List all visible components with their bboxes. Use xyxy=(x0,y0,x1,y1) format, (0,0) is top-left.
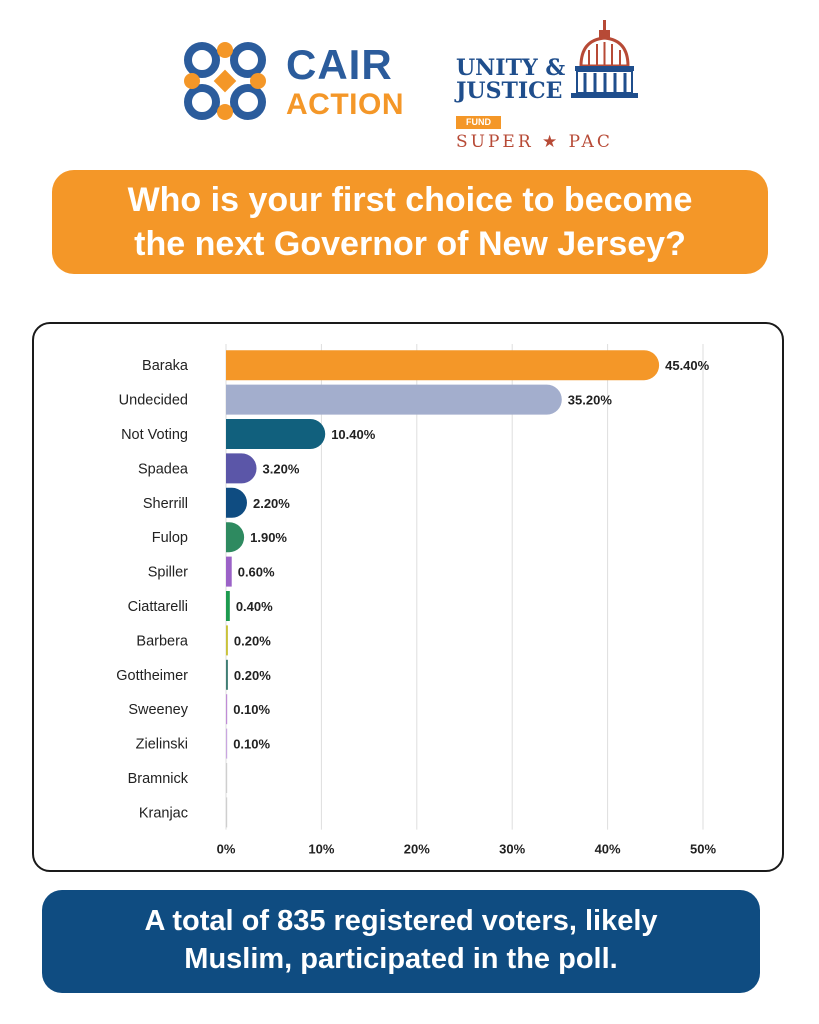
value-label: 0.20% xyxy=(234,668,271,683)
bar xyxy=(226,384,562,415)
logo-banner: CAIR ACTION UNITY & JUSTICE FUND SUPER ★… xyxy=(0,0,819,160)
bar xyxy=(226,694,228,725)
category-label: Spadea xyxy=(138,461,189,477)
bar xyxy=(226,419,326,449)
category-label: Not Voting xyxy=(121,427,188,443)
value-label: 0.20% xyxy=(234,633,271,648)
value-label: 45.40% xyxy=(665,358,710,373)
bar xyxy=(226,350,660,381)
category-label: Fulop xyxy=(152,530,188,546)
poll-question-line1: Who is your first choice to become xyxy=(127,181,693,219)
bar xyxy=(226,797,228,828)
category-label: Sherrill xyxy=(143,496,188,512)
unity-logo-pac: SUPER ★ PAC xyxy=(456,132,613,152)
unity-logo-line2: JUSTICE xyxy=(456,78,563,104)
x-tick-label: 0% xyxy=(217,842,236,857)
bar-chart: 0% 10% 20% 30% 40% 50% Baraka 45.40% Undecided 35… xyxy=(116,344,716,857)
poll-question-banner: Who is your first choice to become the n… xyxy=(52,170,768,274)
bar xyxy=(226,453,257,484)
value-label: 0.40% xyxy=(236,599,273,614)
value-label: 2.20% xyxy=(253,496,290,511)
bar xyxy=(226,659,228,690)
bar xyxy=(226,522,245,553)
value-label: 10.40% xyxy=(331,427,376,442)
cair-logo-line1: CAIR xyxy=(286,41,393,88)
x-tick-label: 50% xyxy=(690,842,716,857)
x-tick-label: 20% xyxy=(404,842,430,857)
value-label: 0.10% xyxy=(233,737,270,752)
value-label: 1.90% xyxy=(250,530,287,545)
bar xyxy=(226,487,247,518)
category-label: Spiller xyxy=(148,565,188,581)
category-label: Baraka xyxy=(142,358,189,374)
capitol-dome-icon xyxy=(571,20,638,98)
poll-question-line2: the next Governor of New Jersey? xyxy=(134,225,686,263)
unity-logo-fund: FUND xyxy=(456,116,501,129)
category-label: Sweeney xyxy=(128,702,188,718)
x-tick-label: 40% xyxy=(595,842,621,857)
category-label: Zielinski xyxy=(136,737,188,753)
cair-action-logo: CAIR ACTION xyxy=(286,44,404,120)
bar xyxy=(226,763,228,793)
bar xyxy=(226,591,230,621)
cair-logo-line2: ACTION xyxy=(286,88,404,121)
x-tick-label: 10% xyxy=(308,842,334,857)
bar xyxy=(226,625,228,656)
category-label: Gottheimer xyxy=(116,668,188,684)
category-label: Kranjac xyxy=(139,805,188,821)
unity-logo-line1: UNITY & xyxy=(456,55,566,81)
value-label: 3.20% xyxy=(263,461,300,476)
category-label: Bramnick xyxy=(128,771,189,787)
category-label: Barbera xyxy=(136,633,189,649)
value-label: 0.10% xyxy=(233,702,270,717)
sample-size-banner: A total of 835 registered voters, likely… xyxy=(42,890,760,993)
x-tick-label: 30% xyxy=(499,842,525,857)
category-label: Undecided xyxy=(119,393,188,409)
sample-size-line2: Muslim, participated in the poll. xyxy=(184,943,618,975)
bar xyxy=(226,728,228,759)
cair-logo-icon xyxy=(184,42,266,120)
value-label: 35.20% xyxy=(568,393,613,408)
unity-justice-logo: UNITY & JUSTICE FUND SUPER ★ PAC xyxy=(452,20,652,152)
value-label: 0.60% xyxy=(238,565,275,580)
bar xyxy=(226,556,232,587)
sample-size-line1: A total of 835 registered voters, likely xyxy=(144,905,658,937)
category-label: Ciattarelli xyxy=(128,599,188,615)
chart-card: 0% 10% 20% 30% 40% 50% Baraka 45.40% Undecided 35… xyxy=(32,322,784,872)
